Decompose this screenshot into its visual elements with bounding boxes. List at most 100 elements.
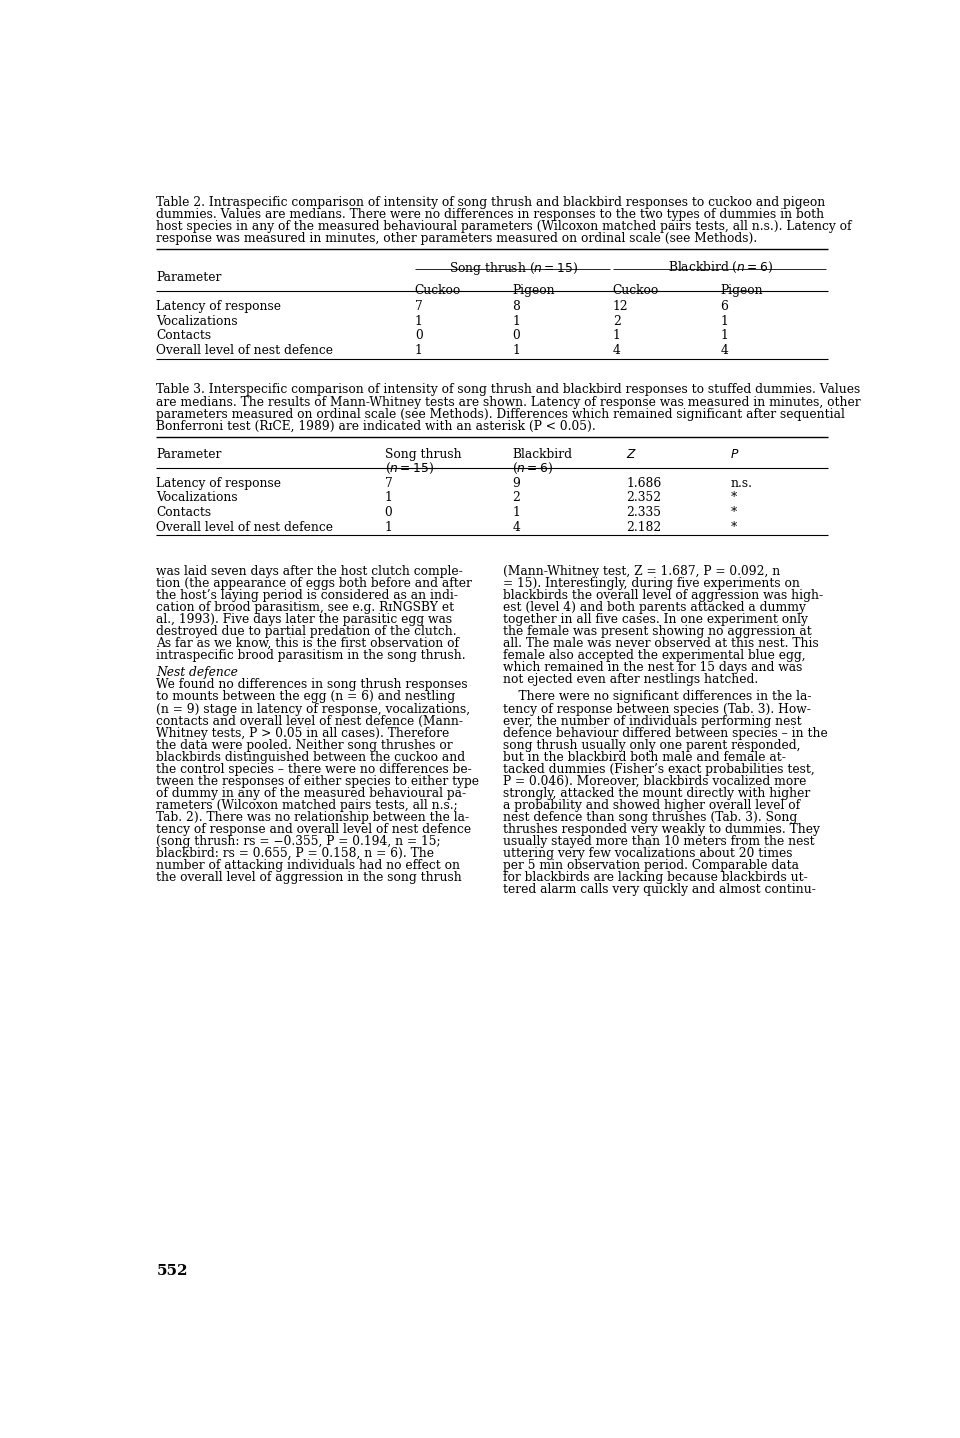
Text: Whitney tests, P > 0.05 in all cases). Therefore: Whitney tests, P > 0.05 in all cases). T… [156, 726, 449, 739]
Text: ($n = 6$): ($n = 6$) [512, 462, 553, 476]
Text: Contacts: Contacts [156, 506, 211, 519]
Text: 552: 552 [156, 1264, 188, 1278]
Text: Pigeon: Pigeon [720, 285, 763, 298]
Text: Song thrush ($n = 15$): Song thrush ($n = 15$) [449, 260, 578, 278]
Text: all. The male was never observed at this nest. This: all. The male was never observed at this… [503, 637, 819, 650]
Text: Cuckoo: Cuckoo [415, 285, 461, 298]
Text: 1: 1 [415, 315, 422, 328]
Text: per 5 min observation period. Comparable data: per 5 min observation period. Comparable… [503, 858, 799, 871]
Text: 1: 1 [512, 344, 520, 357]
Text: Overall level of nest defence: Overall level of nest defence [156, 344, 333, 357]
Text: Vocalizations: Vocalizations [156, 315, 238, 328]
Text: Table 3. Interspecific comparison of intensity of song thrush and blackbird resp: Table 3. Interspecific comparison of int… [156, 384, 861, 397]
Text: Nest defence: Nest defence [156, 666, 238, 679]
Text: 1: 1 [385, 521, 393, 533]
Text: tacked dummies (Fisher’s exact probabilities test,: tacked dummies (Fisher’s exact probabili… [503, 762, 815, 775]
Text: the data were pooled. Neither song thrushes or: the data were pooled. Neither song thrus… [156, 739, 453, 752]
Text: (Mann-Whitney test, Z = 1.687, P = 0.092, n: (Mann-Whitney test, Z = 1.687, P = 0.092… [503, 565, 780, 578]
Text: together in all five cases. In one experiment only: together in all five cases. In one exper… [503, 613, 807, 626]
Text: 2: 2 [612, 315, 621, 328]
Text: blackbirds distinguished between the cuckoo and: blackbirds distinguished between the cuc… [156, 751, 466, 764]
Text: intraspecific brood parasitism in the song thrush.: intraspecific brood parasitism in the so… [156, 649, 466, 661]
Text: Table 2. Intraspecific comparison of intensity of song thrush and blackbird resp: Table 2. Intraspecific comparison of int… [156, 196, 826, 209]
Text: 2: 2 [512, 492, 520, 505]
Text: blackbird: rs = 0.655, P = 0.158, n = 6). The: blackbird: rs = 0.655, P = 0.158, n = 6)… [156, 847, 435, 860]
Text: *: * [731, 521, 736, 533]
Text: the female was present showing no aggression at: the female was present showing no aggres… [503, 624, 811, 638]
Text: P = 0.046). Moreover, blackbirds vocalized more: P = 0.046). Moreover, blackbirds vocaliz… [503, 775, 806, 788]
Text: 4: 4 [512, 521, 520, 533]
Text: for blackbirds are lacking because blackbirds ut-: for blackbirds are lacking because black… [503, 871, 807, 884]
Text: 1: 1 [385, 492, 393, 505]
Text: 1: 1 [720, 315, 728, 328]
Text: Bonferroni test (RɪCE, 1989) are indicated with an asterisk (P < 0.05).: Bonferroni test (RɪCE, 1989) are indicat… [156, 420, 596, 433]
Text: 12: 12 [612, 301, 629, 313]
Text: tency of response and overall level of nest defence: tency of response and overall level of n… [156, 823, 471, 835]
Text: was laid seven days after the host clutch comple-: was laid seven days after the host clutc… [156, 565, 463, 578]
Text: *: * [731, 492, 736, 505]
Text: 7: 7 [385, 477, 393, 490]
Text: host species in any of the measured behavioural parameters (Wilcoxon matched pai: host species in any of the measured beha… [156, 220, 852, 233]
Text: the overall level of aggression in the song thrush: the overall level of aggression in the s… [156, 871, 462, 884]
Text: not ejected even after nestlings hatched.: not ejected even after nestlings hatched… [503, 673, 758, 686]
Text: *: * [731, 506, 736, 519]
Text: 4: 4 [612, 344, 621, 357]
Text: to mounts between the egg (n = 6) and nestling: to mounts between the egg (n = 6) and ne… [156, 690, 456, 703]
Text: 0: 0 [415, 329, 422, 342]
Text: Tab. 2). There was no relationship between the la-: Tab. 2). There was no relationship betwe… [156, 811, 469, 824]
Text: There were no significant differences in the la-: There were no significant differences in… [503, 690, 811, 703]
Text: 1: 1 [720, 329, 728, 342]
Text: thrushes responded very weakly to dummies. They: thrushes responded very weakly to dummie… [503, 823, 820, 835]
Text: tered alarm calls very quickly and almost continu-: tered alarm calls very quickly and almos… [503, 883, 816, 896]
Text: destroyed due to partial predation of the clutch.: destroyed due to partial predation of th… [156, 624, 457, 638]
Text: tion (the appearance of eggs both before and after: tion (the appearance of eggs both before… [156, 577, 472, 590]
Text: cation of brood parasitism, see e.g. RɪNGSBY et: cation of brood parasitism, see e.g. RɪN… [156, 601, 454, 614]
Text: 9: 9 [512, 477, 520, 490]
Text: usually stayed more than 10 meters from the nest: usually stayed more than 10 meters from … [503, 835, 814, 848]
Text: (song thrush: rs = −0.355, P = 0.194, n = 15;: (song thrush: rs = −0.355, P = 0.194, n … [156, 835, 441, 848]
Text: 6: 6 [720, 301, 728, 313]
Text: of dummy in any of the measured behavioural pa-: of dummy in any of the measured behaviou… [156, 787, 467, 800]
Text: 7: 7 [415, 301, 422, 313]
Text: Pigeon: Pigeon [512, 285, 555, 298]
Text: $Z$: $Z$ [626, 447, 637, 460]
Text: Blackbird ($n = 6$): Blackbird ($n = 6$) [667, 260, 773, 275]
Text: are medians. The results of Mann-Whitney tests are shown. Latency of response wa: are medians. The results of Mann-Whitney… [156, 395, 861, 408]
Text: which remained in the nest for 15 days and was: which remained in the nest for 15 days a… [503, 661, 803, 674]
Text: Latency of response: Latency of response [156, 477, 281, 490]
Text: contacts and overall level of nest defence (Mann-: contacts and overall level of nest defen… [156, 715, 464, 728]
Text: 1: 1 [512, 315, 520, 328]
Text: ever, the number of individuals performing nest: ever, the number of individuals performi… [503, 715, 802, 728]
Text: a probability and showed higher overall level of: a probability and showed higher overall … [503, 800, 800, 812]
Text: nest defence than song thrushes (Tab. 3). Song: nest defence than song thrushes (Tab. 3)… [503, 811, 797, 824]
Text: Parameter: Parameter [156, 270, 222, 285]
Text: 1: 1 [612, 329, 620, 342]
Text: 2.335: 2.335 [626, 506, 661, 519]
Text: ($n = 15$): ($n = 15$) [385, 462, 434, 476]
Text: Song thrush: Song thrush [385, 447, 461, 460]
Text: Blackbird: Blackbird [512, 447, 572, 460]
Text: 2.352: 2.352 [626, 492, 661, 505]
Text: but in the blackbird both male and female at-: but in the blackbird both male and femal… [503, 751, 785, 764]
Text: As far as we know, this is the first observation of: As far as we know, this is the first obs… [156, 637, 460, 650]
Text: Parameter: Parameter [156, 447, 222, 460]
Text: est (level 4) and both parents attacked a dummy: est (level 4) and both parents attacked … [503, 601, 805, 614]
Text: 0: 0 [512, 329, 520, 342]
Text: tween the responses of either species to either type: tween the responses of either species to… [156, 775, 479, 788]
Text: Latency of response: Latency of response [156, 301, 281, 313]
Text: the host’s laying period is considered as an indi-: the host’s laying period is considered a… [156, 588, 459, 601]
Text: song thrush usually only one parent responded,: song thrush usually only one parent resp… [503, 739, 801, 752]
Text: Overall level of nest defence: Overall level of nest defence [156, 521, 333, 533]
Text: Contacts: Contacts [156, 329, 211, 342]
Text: 2.182: 2.182 [626, 521, 661, 533]
Text: We found no differences in song thrush responses: We found no differences in song thrush r… [156, 679, 468, 692]
Text: response was measured in minutes, other parameters measured on ordinal scale (se: response was measured in minutes, other … [156, 233, 757, 246]
Text: defence behaviour differed between species – in the: defence behaviour differed between speci… [503, 726, 828, 739]
Text: blackbirds the overall level of aggression was high-: blackbirds the overall level of aggressi… [503, 588, 823, 601]
Text: dummies. Values are medians. There were no differences in responses to the two t: dummies. Values are medians. There were … [156, 209, 825, 221]
Text: Vocalizations: Vocalizations [156, 492, 238, 505]
Text: strongly, attacked the mount directly with higher: strongly, attacked the mount directly wi… [503, 787, 810, 800]
Text: tency of response between species (Tab. 3). How-: tency of response between species (Tab. … [503, 703, 811, 716]
Text: 1: 1 [512, 506, 520, 519]
Text: 4: 4 [720, 344, 728, 357]
